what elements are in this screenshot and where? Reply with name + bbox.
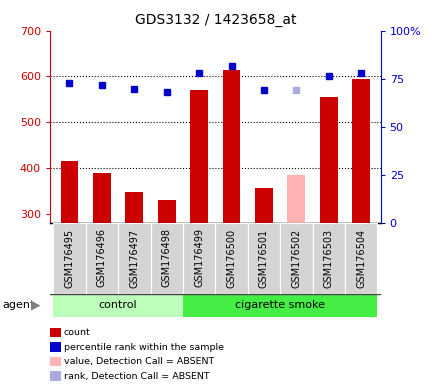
Text: GSM176501: GSM176501 bbox=[258, 228, 268, 288]
Text: GSM176502: GSM176502 bbox=[291, 228, 301, 288]
Text: GSM176499: GSM176499 bbox=[194, 228, 204, 287]
Bar bbox=[150, 223, 182, 294]
Bar bbox=[60, 161, 78, 223]
Bar bbox=[125, 192, 143, 223]
Bar bbox=[182, 223, 215, 294]
Bar bbox=[287, 175, 305, 223]
Text: GSM176503: GSM176503 bbox=[323, 228, 333, 288]
Bar bbox=[158, 200, 175, 223]
Bar bbox=[182, 294, 377, 317]
Text: GSM176496: GSM176496 bbox=[97, 228, 107, 287]
Text: GSM176495: GSM176495 bbox=[64, 228, 74, 288]
Bar bbox=[85, 223, 118, 294]
Text: ▶: ▶ bbox=[31, 299, 41, 312]
Bar bbox=[254, 189, 272, 223]
Bar bbox=[247, 223, 279, 294]
Bar bbox=[344, 223, 377, 294]
Text: cigarette smoke: cigarette smoke bbox=[235, 300, 324, 310]
Text: GSM176500: GSM176500 bbox=[226, 228, 236, 288]
Text: rank, Detection Call = ABSENT: rank, Detection Call = ABSENT bbox=[64, 372, 209, 381]
Bar bbox=[53, 223, 85, 294]
Bar bbox=[93, 173, 111, 223]
Text: count: count bbox=[64, 328, 90, 337]
Text: GSM176498: GSM176498 bbox=[161, 228, 171, 287]
Bar bbox=[279, 223, 312, 294]
Bar bbox=[222, 70, 240, 223]
Text: GSM176497: GSM176497 bbox=[129, 228, 139, 288]
Text: GSM176504: GSM176504 bbox=[355, 228, 365, 288]
Bar bbox=[312, 223, 344, 294]
Text: control: control bbox=[99, 300, 137, 310]
Bar bbox=[352, 79, 369, 223]
Text: value, Detection Call = ABSENT: value, Detection Call = ABSENT bbox=[64, 357, 214, 366]
Bar bbox=[215, 223, 247, 294]
Bar bbox=[53, 294, 182, 317]
Text: percentile rank within the sample: percentile rank within the sample bbox=[64, 343, 224, 352]
Title: GDS3132 / 1423658_at: GDS3132 / 1423658_at bbox=[134, 13, 296, 27]
Bar bbox=[190, 90, 207, 223]
Bar bbox=[319, 97, 337, 223]
Bar bbox=[118, 223, 150, 294]
Text: agent: agent bbox=[2, 300, 34, 310]
